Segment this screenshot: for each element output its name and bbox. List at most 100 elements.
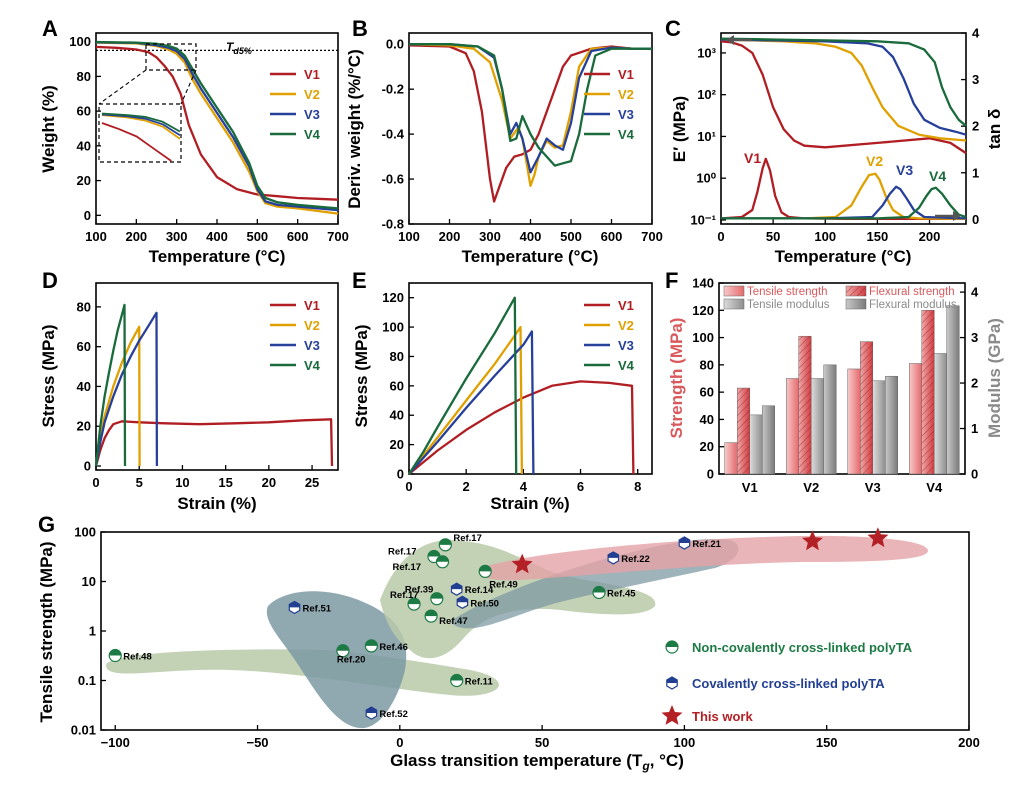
panel-a-xtick-label: 100: [85, 229, 107, 244]
panel-f-ytick-label: 0: [707, 467, 714, 482]
bar-hatch: [737, 388, 750, 474]
panel-letter: B: [352, 16, 368, 41]
panel-f-ytick-right-label: 3: [971, 330, 978, 345]
panel-g-ytick-label: 10: [82, 574, 96, 589]
panel-c-xtick-label: 50: [766, 229, 780, 244]
panel-d-line-V3: [94, 311, 159, 467]
inset-box: [98, 103, 182, 163]
panel-g-xtick-label: 100: [674, 735, 696, 750]
panel-f-ytick-right-label: 1: [971, 421, 978, 436]
reference-label: Ref.47: [439, 616, 468, 627]
panel-f-frame: [718, 282, 966, 475]
reference-label: Ref.14: [465, 585, 494, 596]
panel-c-peak-label: V3: [896, 162, 913, 178]
panel-f-ytick-label: 80: [700, 357, 714, 372]
bar-hatch: [860, 341, 873, 474]
reference-label: Ref.21: [692, 539, 721, 550]
legend-covalent-label: Covalently cross-linked polyTA: [692, 676, 885, 691]
panel-d-xtick-label: 0: [92, 475, 99, 490]
panel-g-ytick-label: 1: [89, 624, 96, 639]
covalent-marker-half: [457, 596, 468, 603]
panel-a-xtick-label: 600: [287, 229, 309, 244]
panel-f-category-label: V1: [742, 480, 758, 495]
panel-c-peak-label: V2: [866, 153, 883, 169]
panel-a-ytick-label: 20: [77, 173, 91, 188]
bar-flexural-modulus: [885, 375, 898, 475]
reference-label: Ref.49: [489, 579, 518, 590]
panel-a-legend-label: V4: [304, 127, 321, 142]
zoom-connector: [98, 69, 147, 105]
panel-g-xtick-label: −100: [101, 735, 130, 750]
panel-d-legend-label: V3: [304, 338, 320, 353]
panel-b-ytick-label: -0.8: [382, 217, 404, 232]
panel-c-frame: [720, 32, 967, 225]
bar-tensile-modulus: [749, 414, 763, 475]
bar-tensile-strength: [786, 378, 799, 475]
bar-flexural-modulus: [823, 364, 837, 475]
panel-a-ylabel: Weight (%): [39, 85, 58, 173]
panel-c-ytick-label: 10⁰: [696, 171, 716, 186]
panel-d-line-V2: [94, 325, 141, 467]
noncovalent-marker-half: [430, 592, 443, 599]
panel-d-ytick-label: 0: [84, 459, 91, 474]
panel-e-xtick-label: 2: [463, 479, 470, 494]
panel-c-peak-label: V1: [744, 150, 761, 166]
panel-d-frame: [95, 282, 339, 471]
panel-b-ytick-label: -0.2: [382, 82, 404, 97]
panel-c-xtick-label: 0: [717, 229, 724, 244]
panel-g: G −100 −50 0 50 100 150 200 0.01 0.1 1 10 100 Ref.48 R…: [37, 512, 980, 773]
panel-c-ytick-label: 10⁻¹: [690, 212, 716, 227]
panel-b-ylabel: Deriv. weight (%/°C): [345, 49, 364, 209]
panel-b-ytick-label: 0.0: [386, 37, 404, 52]
panel-letter: F: [665, 268, 678, 293]
panel-b-xtick-label: 300: [479, 229, 501, 244]
panel-letter: G: [38, 512, 55, 537]
panel-f: F 0 20 40 60 80 100 120 140 0 1 2 3 4 V1 V2 V3 V4 Tensile …: [665, 268, 1004, 495]
panel-b: B 100 200 300 400 500 600 700 -0.8 -0.6 -0.4 -0.2 0.…: [345, 16, 663, 266]
panel-f-legend-swatch: [845, 298, 867, 310]
bar-tensile-modulus: [872, 380, 886, 475]
panel-a-inset-line-V2: [101, 114, 181, 140]
noncovalent-marker-half: [425, 610, 438, 617]
panel-a-xtick-label: 700: [327, 229, 349, 244]
reference-label: Ref.48: [123, 651, 152, 662]
panel-f-legend-label: Flexural modulus: [869, 299, 957, 311]
panel-a-xtick-label: 400: [206, 229, 228, 244]
panel-e-xtick-label: 8: [634, 479, 641, 494]
legend-noncovalent-label: Non-covalently cross-linked polyTA: [692, 640, 913, 655]
noncovalent-marker-half: [427, 550, 440, 557]
covalent-marker-half: [366, 707, 377, 714]
panel-f-legend-label: Flexural strength: [869, 286, 955, 298]
panel-b-ytick-label: -0.6: [382, 172, 404, 187]
bar-flexural-modulus: [762, 405, 775, 475]
panel-b-xlabel: Temperature (°C): [462, 247, 599, 266]
panel-c-xtick-label: 100: [814, 229, 836, 244]
panel-e-ytick-label: 60: [390, 378, 404, 393]
legend-covalent-marker-half: [666, 677, 678, 683]
td5-annotation: Td5%: [226, 40, 252, 56]
panel-b-xtick-label: 600: [601, 229, 623, 244]
panel-g-xlabel: Glass transition temperature (Tg, °C): [390, 751, 684, 773]
panel-a-ytick-label: 0: [84, 208, 91, 223]
panel-g-ytick-label: 0.01: [71, 723, 96, 738]
bar-tensile-strength: [909, 363, 922, 475]
panel-a-legend-label: V2: [304, 87, 320, 102]
panel-c: C 0 50 100 150 200 10⁻¹ 10⁰ 10¹ 10² 10³ 0 1 2 3 4 V1 V2 V3…: [665, 16, 1004, 266]
panel-e-line-V1: [408, 380, 635, 475]
panel-f-right-ylabel: Modulus (GPa): [985, 318, 1004, 438]
panel-d-ytick-label: 20: [77, 419, 91, 434]
panel-letter: A: [42, 16, 58, 41]
panel-a-inset-line-V3: [101, 113, 181, 137]
panel-d-xtick-label: 5: [136, 475, 143, 490]
panel-c-ytick-right-label: 1: [972, 165, 979, 180]
reference-label: Ref.46: [379, 642, 408, 653]
panel-f-category-label: V4: [926, 480, 943, 495]
panel-f-category-label: V2: [803, 480, 819, 495]
legend-this-work-label: This work: [692, 709, 753, 724]
bar-tensile-modulus: [811, 378, 824, 475]
zoom-box: [145, 43, 197, 71]
bar-hatch: [921, 310, 935, 474]
panel-b-line-V2: [408, 43, 652, 187]
